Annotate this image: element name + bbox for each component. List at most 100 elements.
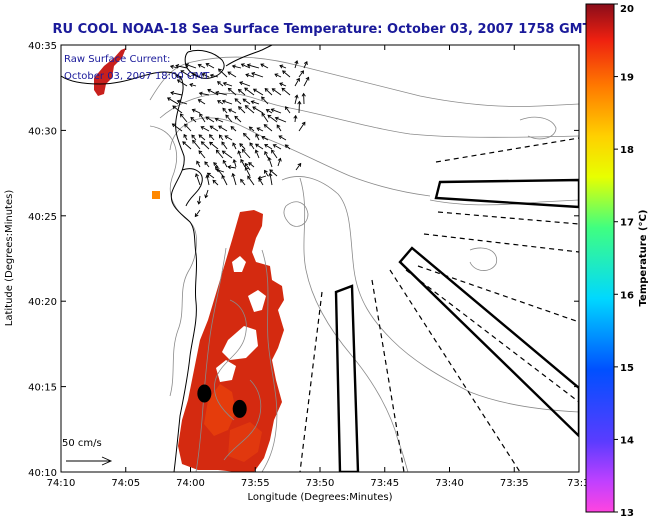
colorbar-ticks: 20 19 18 17 16 15 14 13 [614,3,634,518]
radial-line-3 [423,233,579,253]
current-vector [244,105,255,114]
current-vector [175,64,188,69]
bathymetry-contours [149,56,579,472]
current-vector [277,157,282,167]
map-plot-area [61,45,579,472]
current-vector [274,116,287,123]
radial-line-8 [405,269,579,403]
current-vector [252,88,264,96]
station-markers [197,384,247,418]
current-vector [214,165,224,177]
current-vector [240,158,246,168]
current-vector [237,150,242,159]
current-vector [230,126,237,132]
bathy-contour-1 [149,56,579,107]
current-vector [225,114,233,123]
current-vector [282,70,291,78]
radial-line-7 [299,291,323,472]
current-vector [213,162,219,168]
current-vector [201,72,210,78]
y-tick-label: 40:20 [28,297,57,308]
current-vector [198,91,210,96]
current-vector [245,73,255,78]
current-vector [216,81,224,87]
current-vector [257,175,267,180]
coastline-mainland [61,71,198,472]
x-tick-label: 73:35 [500,478,529,489]
current-vector [171,123,183,132]
current-vector [214,117,224,123]
y-axis-label: Latitude (Degrees:Minutes) [4,190,15,327]
current-vector [184,123,192,132]
current-vector [170,91,183,96]
current-vector [217,100,224,105]
current-vector [222,159,228,168]
current-vector [176,99,188,105]
figure-title: RU COOL NOAA-18 Sea Surface Temperature:… [53,22,592,37]
current-vector [179,113,188,123]
current-vector [190,116,197,123]
scale-arrow-head [101,456,113,466]
current-vector [254,149,260,159]
current-vector [194,209,201,218]
current-vector [268,172,273,186]
bathy-contour-7 [261,249,278,472]
x-axis: 74:10 74:05 74:00 73:55 73:50 73:45 73:40 73:35… [47,45,596,489]
colorbar-tick-label: 19 [620,73,634,84]
bathy-contour-5 [281,176,579,413]
colorbar: 20 19 18 17 16 15 14 13 Temperature (°C) [585,3,649,518]
current-vector [301,92,306,105]
current-vector [293,114,298,123]
current-vector [278,135,287,141]
current-vector [221,141,228,150]
y-tick-label: 40:35 [28,41,57,52]
current-vector [192,139,201,150]
current-vector [242,132,251,141]
current-note-line1: Raw Surface Current: [64,54,170,65]
current-vector [182,141,192,150]
x-tick-label: 74:05 [111,478,140,489]
current-vector [261,136,269,141]
colorbar-tick-label: 20 [620,4,634,15]
x-tick-label: 74:00 [176,478,205,489]
current-vector [227,71,237,78]
current-vector [247,175,255,186]
current-vector [256,127,264,132]
current-vector [204,189,209,199]
current-vector [209,141,219,150]
current-vector [294,77,300,87]
current-vector [218,134,224,141]
current-vector [183,133,188,141]
current-vector [239,81,251,87]
bathy-contour-4 [149,125,197,397]
current-vector [241,148,251,159]
current-vector [242,98,251,105]
current-vector [172,105,183,114]
current-vector [238,106,246,114]
current-vector [255,143,264,150]
current-vector [261,112,269,123]
beam-outline-vertical [334,284,360,472]
bathy-contour-9 [429,199,579,206]
current-vector [196,160,201,168]
current-vector [232,142,237,150]
radial-line-1 [435,137,579,163]
current-vector [271,88,282,96]
x-tick-label: 73:45 [370,478,399,489]
current-vector [205,116,215,123]
y-tick-label: 40:25 [28,212,57,223]
current-vector [265,109,273,114]
current-vector [264,169,269,177]
current-vector [180,70,192,78]
current-vector [209,125,219,132]
current-vector [200,126,210,132]
bathy-contour-12 [519,116,557,140]
radial-dash-lines [299,137,579,472]
current-vector [197,195,202,205]
y-tick-label: 40:30 [28,126,57,137]
bathy-contour-2 [159,92,579,138]
current-vector [267,156,273,168]
plot-background [61,45,579,472]
current-vector [303,61,308,69]
